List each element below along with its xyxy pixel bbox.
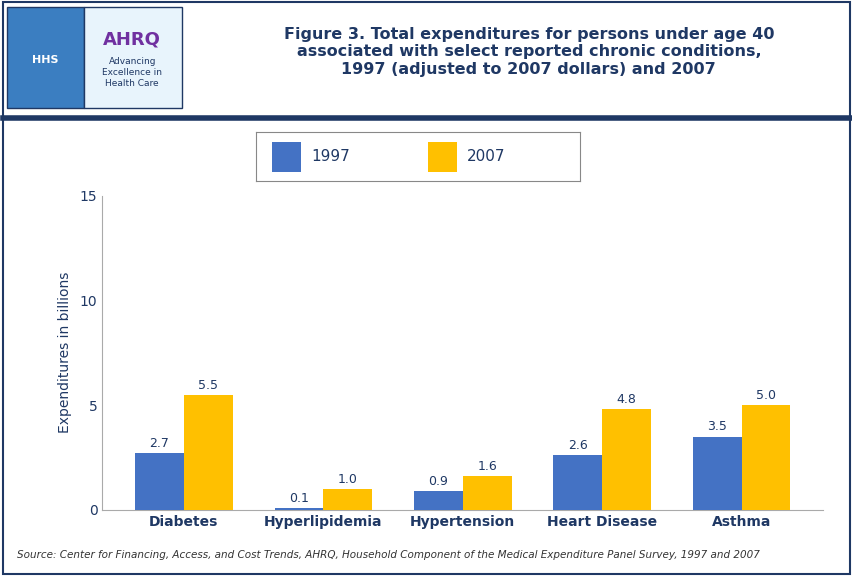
Text: HHS: HHS (32, 55, 59, 66)
Text: 1.0: 1.0 (337, 473, 357, 486)
Text: Source: Center for Financing, Access, and Cost Trends, AHRQ, Household Component: Source: Center for Financing, Access, an… (17, 550, 759, 560)
Text: Advancing: Advancing (108, 57, 156, 66)
Y-axis label: Expenditures in billions: Expenditures in billions (57, 272, 72, 434)
Bar (413, 491, 462, 510)
Bar (427, 142, 457, 172)
Bar (323, 489, 371, 510)
Text: Health Care: Health Care (106, 79, 158, 88)
Bar (692, 437, 740, 510)
Text: 3.5: 3.5 (706, 420, 726, 433)
Bar (462, 476, 511, 510)
Text: 5.5: 5.5 (198, 378, 218, 392)
Text: Figure 3. Total expenditures for persons under age 40
associated with select rep: Figure 3. Total expenditures for persons… (283, 27, 774, 77)
Bar (184, 395, 233, 510)
Text: 1.6: 1.6 (477, 460, 497, 473)
Bar (553, 456, 602, 510)
Text: 2.7: 2.7 (149, 437, 170, 450)
Text: 2.6: 2.6 (567, 439, 587, 452)
Text: 5.0: 5.0 (755, 389, 775, 402)
Bar (274, 507, 323, 510)
Text: 2007: 2007 (466, 149, 504, 165)
Text: 4.8: 4.8 (616, 393, 636, 406)
Text: AHRQ: AHRQ (103, 30, 161, 48)
Text: 0.9: 0.9 (428, 475, 448, 488)
Text: 0.1: 0.1 (289, 491, 308, 505)
Bar (135, 453, 184, 510)
Bar (740, 405, 790, 510)
Bar (602, 410, 650, 510)
Text: Excellence in: Excellence in (102, 68, 162, 77)
Text: 1997: 1997 (311, 149, 349, 165)
Bar (272, 142, 301, 172)
